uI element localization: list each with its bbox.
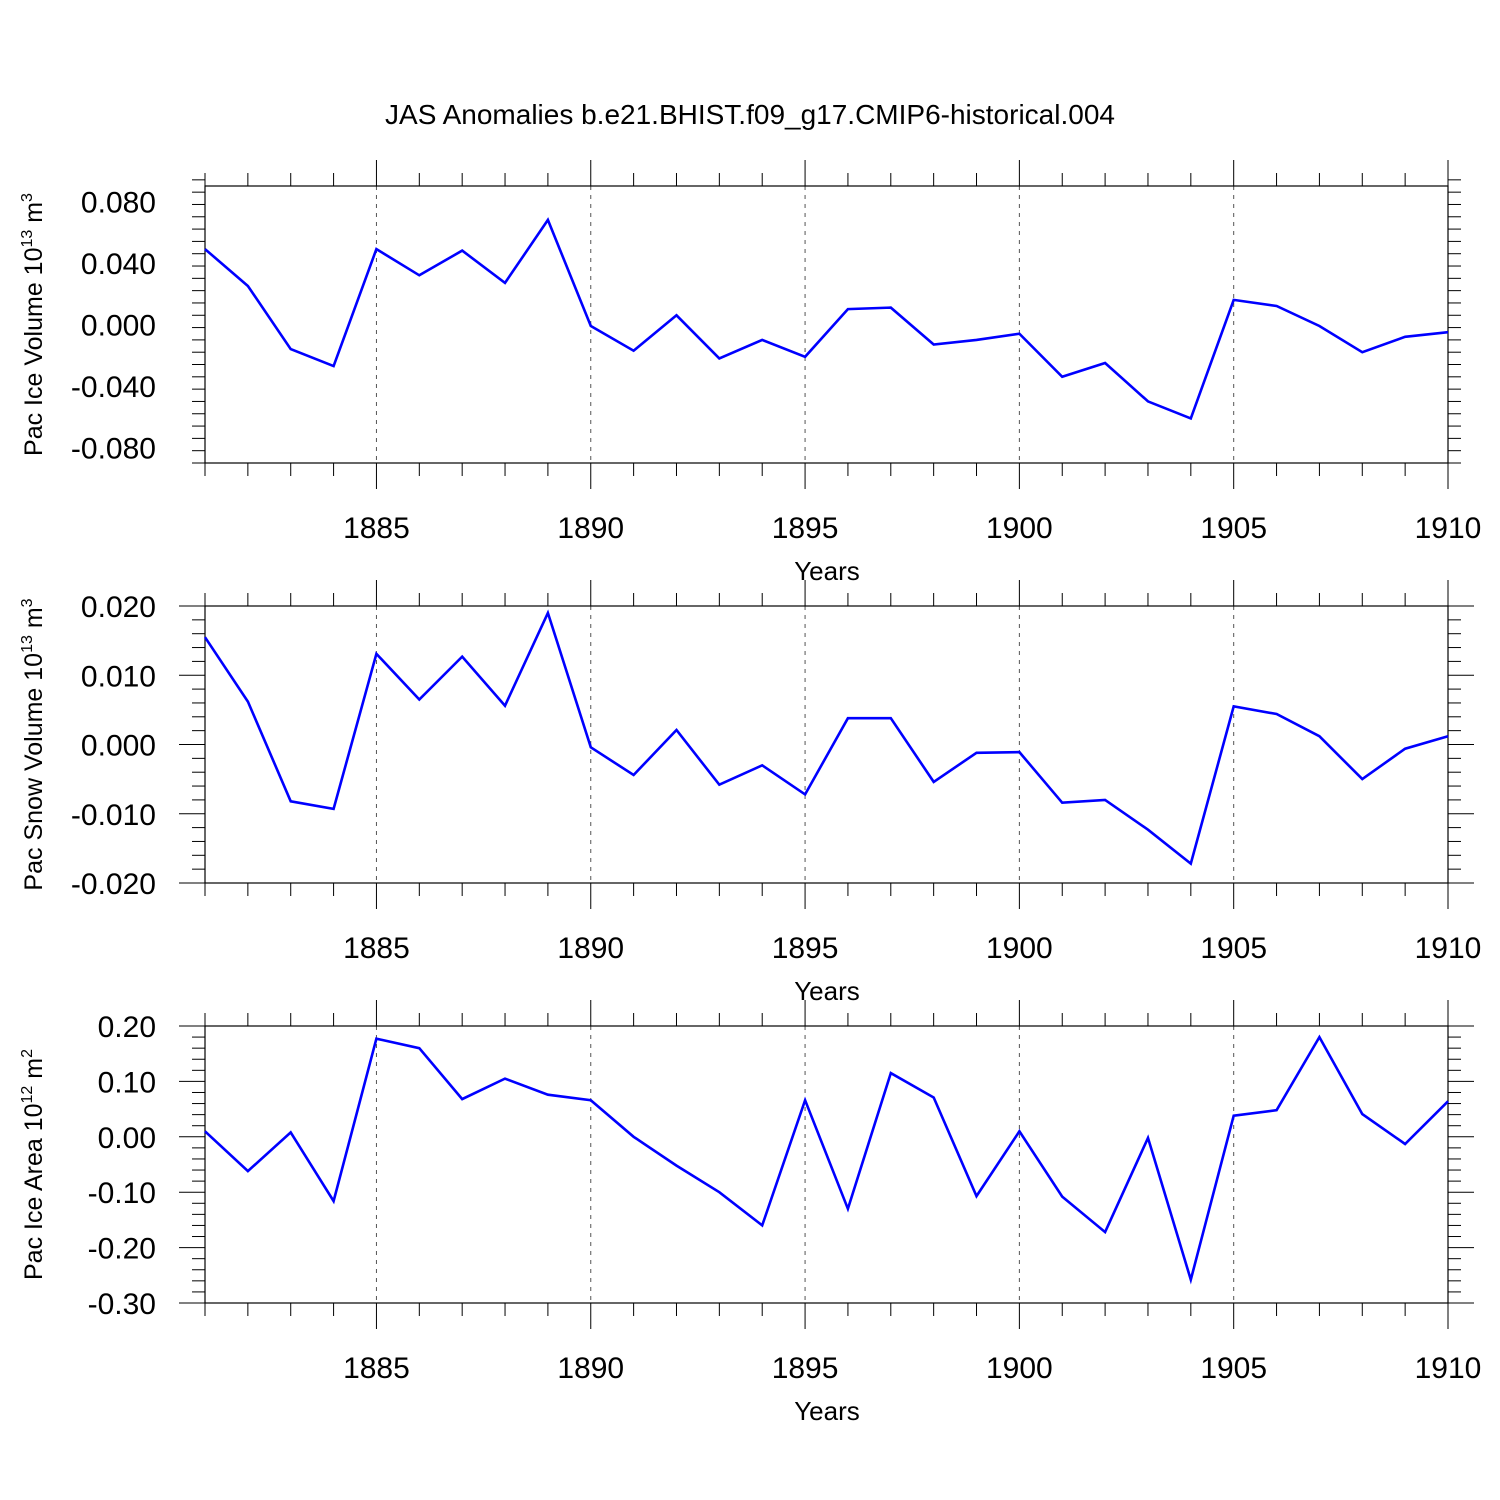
panel-2: 0.020 0.010 0.000 -0.010 -0.020 1885 1890 1895 1…: [19, 580, 1481, 1006]
y-tick-label: -0.20: [88, 1233, 156, 1266]
x-tick-label: 1910: [1415, 512, 1482, 545]
x-axis-label: Years: [794, 1396, 860, 1426]
chart-title: JAS Anomalies b.e21.BHIST.f09_g17.CMIP6-…: [385, 99, 1115, 130]
y-tick-label: 0.00: [98, 1122, 156, 1155]
y-tick-label: -0.30: [88, 1288, 156, 1321]
x-tick-label: 1895: [772, 932, 839, 965]
y-axis-label-unit: m: [20, 202, 48, 230]
x-tick-label: 1900: [986, 1352, 1053, 1385]
x-tick-label: 1895: [772, 512, 839, 545]
y-axis-label: Pac Ice Volume 1013 m3: [19, 193, 48, 456]
y-tick-label: 0.20: [98, 1011, 156, 1044]
y-axis-label-unit: m: [20, 1058, 48, 1086]
x-tick-label: 1905: [1200, 1352, 1267, 1385]
y-axis-label-unit-exponent: 3: [19, 193, 36, 202]
y-tick-label: -0.040: [71, 371, 156, 404]
panel-1: 0.080 0.040 0.000 -0.040 -0.080 1885 1890 1895 1…: [19, 160, 1481, 586]
y-tick-label: 0.000: [81, 310, 156, 343]
x-tick-label: 1905: [1200, 512, 1267, 545]
y-tick-label: 0.040: [81, 248, 156, 281]
y-axis-label-exponent: 13: [19, 635, 36, 653]
y-axis-label: Pac Ice Area 1012 m2: [19, 1049, 48, 1280]
y-axis-label-unit: m: [20, 607, 48, 635]
y-tick-label: 0.000: [81, 730, 156, 763]
y-tick-label: -0.10: [88, 1177, 156, 1210]
y-axis-label-text: Pac Ice Volume 10: [20, 248, 48, 456]
y-tick-label: 0.10: [98, 1066, 156, 1099]
x-tick-label: 1910: [1415, 1352, 1482, 1385]
x-tick-label: 1900: [986, 932, 1053, 965]
x-tick-label: 1900: [986, 512, 1053, 545]
y-axis-label-unit-exponent: 3: [19, 598, 36, 607]
y-axis-label: Pac Snow Volume 1013 m3: [19, 598, 48, 890]
y-tick-label: 0.080: [81, 186, 156, 219]
plot-frame: [204, 185, 1449, 464]
y-axis-label-text: Pac Snow Volume 10: [20, 653, 48, 891]
y-tick-label: -0.020: [71, 868, 156, 901]
x-tick-label: 1885: [343, 1352, 410, 1385]
series-line: [204, 1034, 1449, 1285]
x-tick-label: 1885: [343, 932, 410, 965]
x-tick-label: 1885: [343, 512, 410, 545]
plot-frame: [204, 1025, 1449, 1304]
x-tick-label: 1905: [1200, 932, 1267, 965]
x-tick-label: 1895: [772, 1352, 839, 1385]
y-tick-label: -0.080: [71, 433, 156, 466]
y-tick-label: -0.010: [71, 799, 156, 832]
y-axis-label-exponent: 13: [19, 230, 36, 248]
x-axis-label: Years: [794, 976, 860, 1006]
x-tick-label: 1890: [557, 1352, 624, 1385]
y-tick-label: 0.010: [81, 660, 156, 693]
x-axis-label: Years: [794, 556, 860, 586]
x-tick-label: 1910: [1415, 932, 1482, 965]
y-tick-label: 0.020: [81, 591, 156, 624]
y-axis-label-exponent: 12: [19, 1086, 36, 1104]
x-tick-label: 1890: [557, 932, 624, 965]
y-axis-label-text: Pac Ice Area 10: [20, 1103, 48, 1280]
plot-frame: [204, 605, 1449, 884]
panel-3: 0.20 0.10 0.00 -0.10 -0.20 -0.30 1885 1890 1895 1…: [19, 1000, 1481, 1426]
x-tick-label: 1890: [557, 512, 624, 545]
y-axis-label-unit-exponent: 2: [19, 1049, 36, 1058]
series-line: [203, 609, 1449, 866]
series-line: [204, 217, 1449, 421]
